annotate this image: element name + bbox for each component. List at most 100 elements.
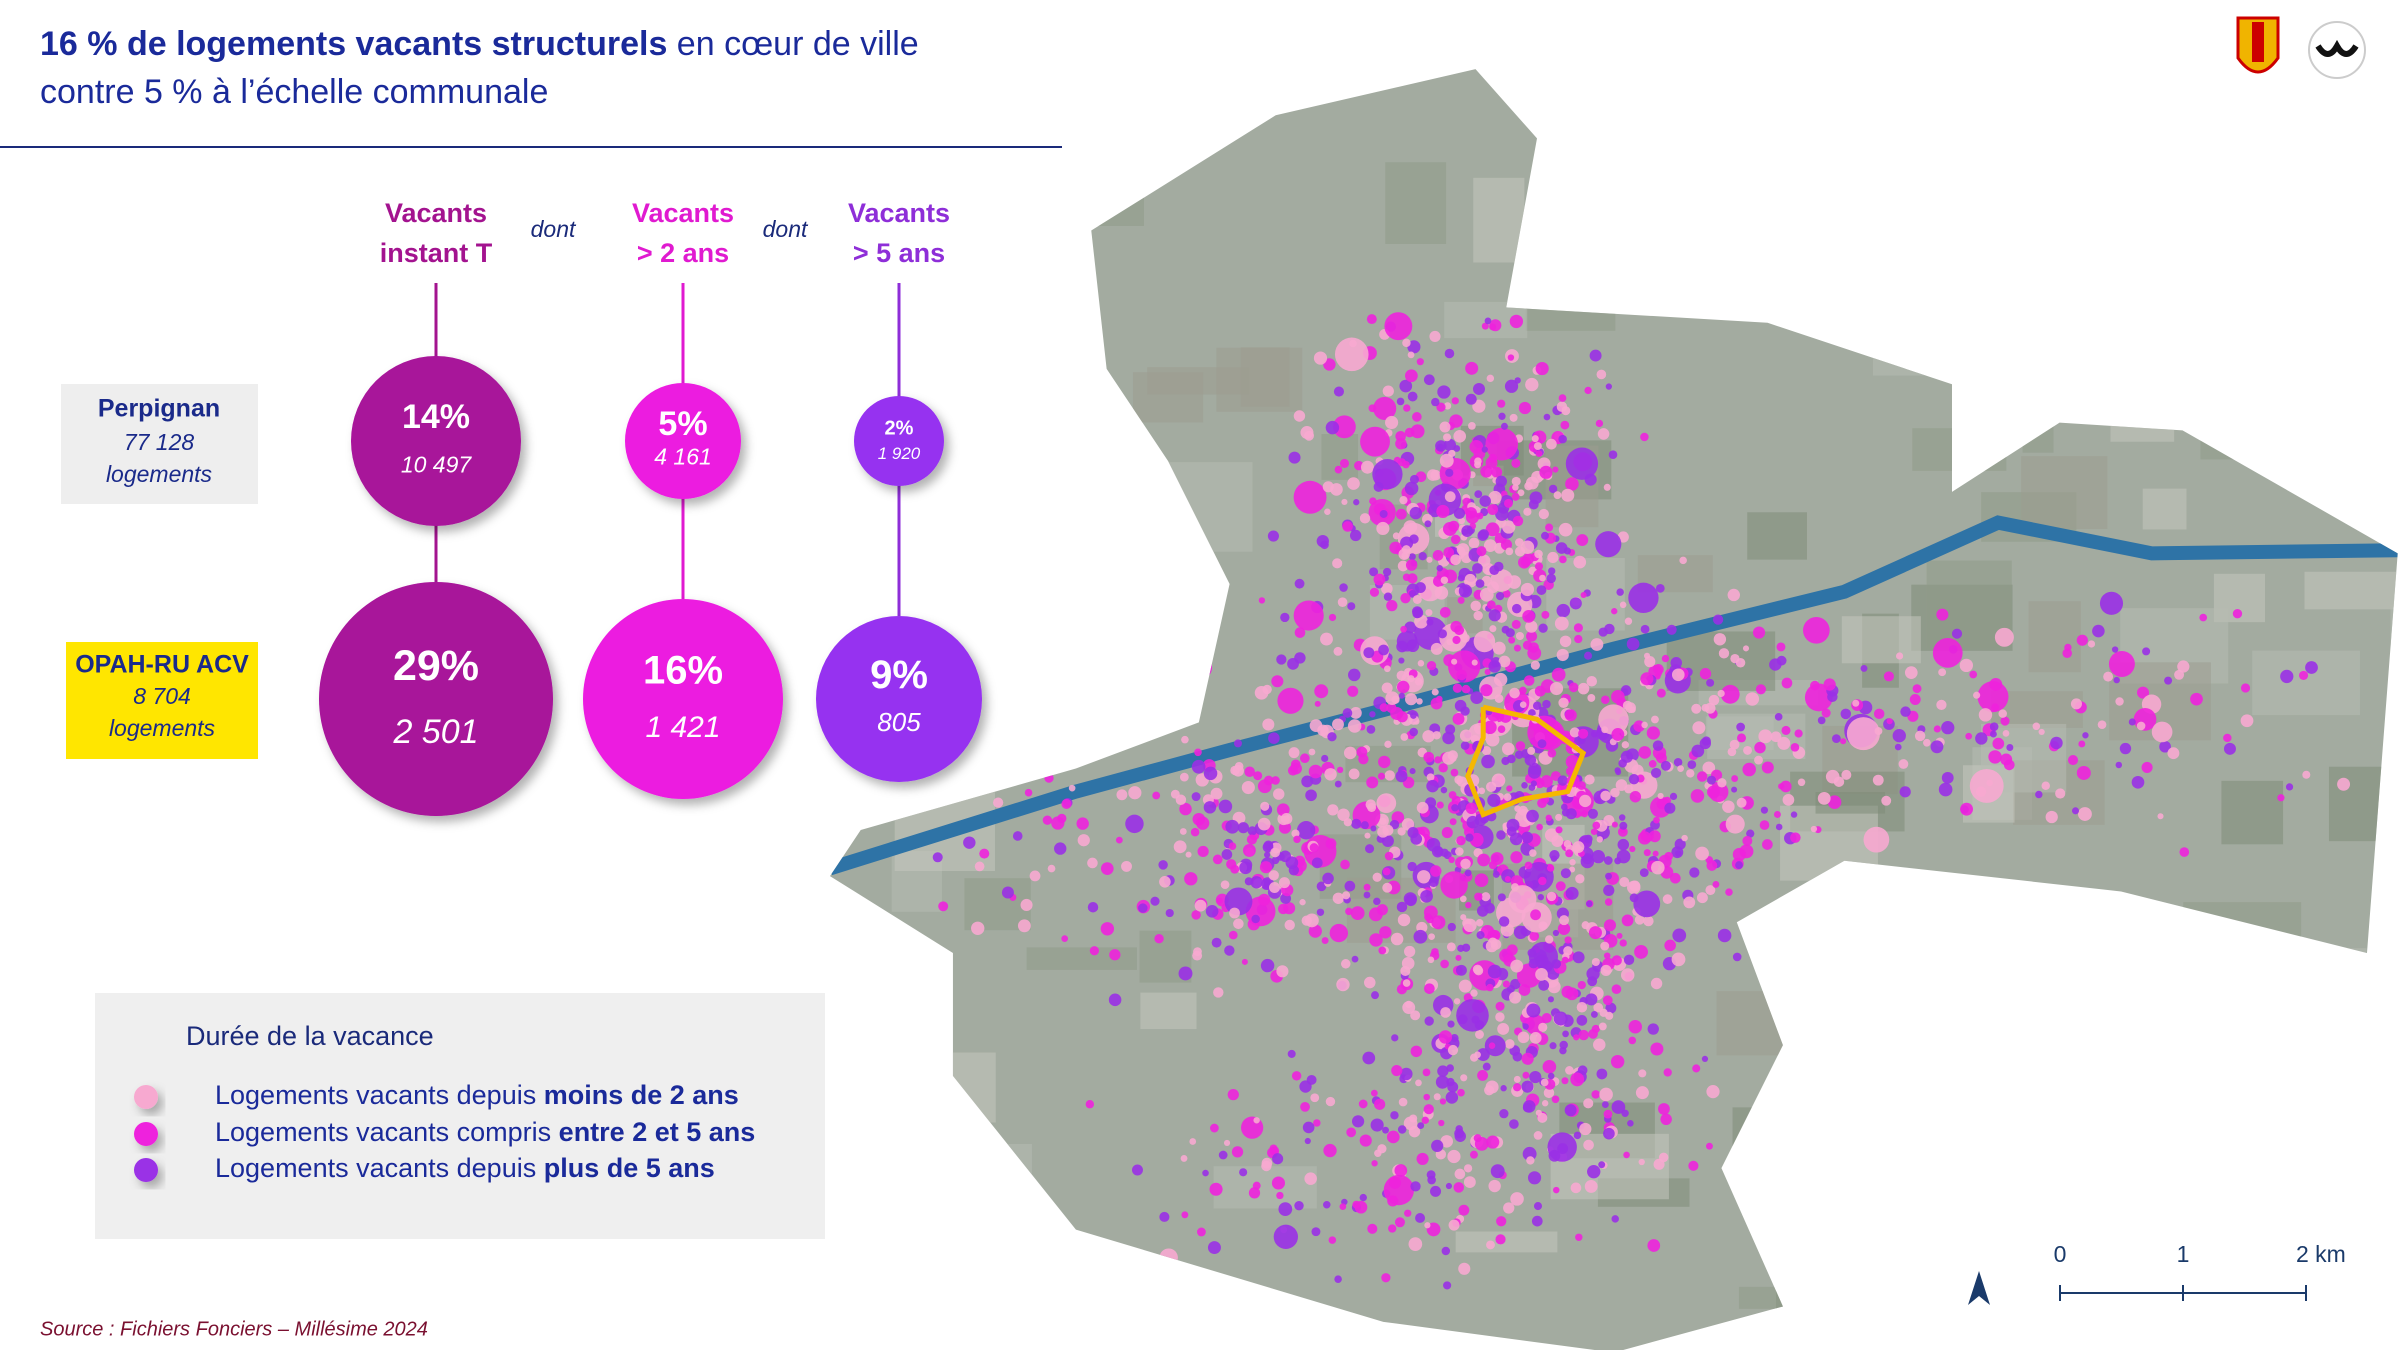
vacancy-dot: [1409, 1114, 1418, 1123]
vacancy-dot: [1488, 490, 1502, 505]
vacancy-dot: [1328, 613, 1337, 622]
vacancy-dot: [1635, 1086, 1649, 1100]
map-parcel: [1043, 476, 1117, 513]
vacancy-dot: [1621, 741, 1630, 749]
vacancy-dot: [1269, 881, 1281, 894]
vacancy-dot: [1528, 499, 1539, 510]
vacancy-dot: [1293, 600, 1324, 631]
vacancy-dot: [1253, 771, 1263, 781]
vacancy-dot: [1301, 775, 1314, 788]
vacancy-dot: [1605, 872, 1612, 880]
vacancy-dot: [1758, 729, 1773, 744]
vacancy-dot: [1570, 1182, 1582, 1194]
map-parcel: [1133, 462, 1253, 552]
vacancy-dot: [1372, 872, 1382, 882]
vacancy-dot: [1241, 1116, 1264, 1139]
vacancy-dot: [1761, 761, 1774, 774]
vacancy-dot: [1233, 918, 1244, 930]
vacancy-dot: [1527, 765, 1542, 779]
vacancy-dot: [1362, 1051, 1376, 1065]
vacancy-dot: [1432, 731, 1441, 740]
vacancy-dot: [1442, 731, 1455, 745]
vacancy-dot: [1488, 660, 1501, 673]
vacancy-dot: [1458, 584, 1473, 598]
vacancy-dot: [1664, 939, 1676, 952]
map-parcel: [1732, 1107, 1819, 1188]
vacancy-dot: [1386, 1130, 1400, 1144]
vacancy-dot: [1224, 945, 1235, 956]
vacancy-dot: [1577, 980, 1586, 990]
vacancy-dot: [1244, 877, 1253, 886]
vacancy-dot: [1503, 498, 1513, 508]
vacancy-dot: [1509, 687, 1520, 699]
vacancy-dot: [1178, 966, 1193, 981]
vacancy-dot: [1227, 1089, 1239, 1101]
vacancy-dot: [1438, 1030, 1453, 1044]
vacancy-dot: [1288, 747, 1300, 759]
vacancy-dot: [1332, 892, 1345, 904]
map-parcel: [2340, 1093, 2398, 1154]
vacancy-dot: [1334, 780, 1342, 788]
vacancy-dot: [1873, 708, 1885, 720]
vacancy-dot: [1551, 959, 1562, 969]
vacancy-dot: [1270, 847, 1281, 858]
vacancy-dot: [1396, 901, 1408, 913]
vacancy-dot: [1598, 627, 1608, 637]
vacancy-dot: [1894, 743, 1902, 751]
vacancy-dot: [1833, 776, 1845, 787]
vacancy-dot: [1334, 465, 1343, 474]
vacancy-dot: [1109, 949, 1121, 961]
vacancy-dot: [2032, 722, 2041, 731]
vacancy-dot: [1598, 1022, 1607, 1031]
map-parcel: [2096, 1316, 2140, 1350]
vacancy-dot: [1576, 534, 1589, 546]
vacancy-dot: [1565, 1066, 1574, 1075]
vacancy-dot: [2103, 671, 2114, 682]
vacancy-dot: [1618, 814, 1626, 821]
vacancy-dot: [1691, 703, 1702, 714]
vacancy-dot: [1460, 914, 1467, 921]
vacancy-dot: [2131, 775, 2145, 789]
vacancy-dot: [1872, 774, 1884, 786]
vacancy-dot: [1781, 725, 1791, 735]
vacancy-dot: [1512, 515, 1524, 527]
vacancy-dot: [1382, 1126, 1389, 1134]
vacancy-dot: [1487, 600, 1496, 610]
legend-text: Logements vacants compris: [215, 1117, 559, 1147]
vacancy-dot: [1452, 635, 1461, 645]
vacancy-dot: [1611, 1215, 1619, 1223]
vacancy-dot: [1553, 1186, 1560, 1194]
vacancy-dot: [1670, 872, 1681, 884]
vacancy-dot: [1293, 835, 1301, 844]
vacancy-dot: [2108, 650, 2135, 677]
vacancy-dot: [1461, 684, 1471, 694]
vacancy-dot: [1448, 520, 1460, 532]
vacancy-dot: [1565, 447, 1599, 480]
vacancy-dot: [1203, 766, 1218, 781]
map-parcel: [1011, 321, 1082, 356]
vacancy-dot: [1181, 1211, 1189, 1219]
vacancy-dot: [1776, 642, 1786, 652]
vacancy-dot: [1522, 1100, 1536, 1113]
vacancy-dot: [1474, 873, 1489, 888]
vacancy-dot: [1656, 752, 1667, 764]
vacancy-dot: [1131, 1164, 1143, 1176]
vacancy-dot: [1516, 963, 1542, 988]
vacancy-dot: [1410, 1045, 1423, 1058]
vacancy-dot: [2050, 736, 2063, 750]
map-parcel: [1872, 345, 1928, 376]
map-parcel: [2328, 766, 2398, 842]
vacancy-dot: [1504, 875, 1511, 882]
vacancy-dot: [1379, 926, 1392, 939]
vacancy-dot: [1189, 1138, 1197, 1145]
vacancy-dot: [1377, 825, 1389, 838]
vacancy-dot: [1387, 1195, 1399, 1207]
vacancy-dot: [1480, 465, 1493, 478]
vacancy-dot: [1431, 1139, 1444, 1152]
map-parcel: [2006, 225, 2067, 296]
vacancy-dot: [1705, 885, 1716, 896]
map-parcel: [1601, 217, 1638, 243]
vacancy-dot: [1448, 449, 1456, 458]
vacancy-dot: [1570, 1072, 1585, 1087]
map-parcel: [1722, 268, 1772, 297]
